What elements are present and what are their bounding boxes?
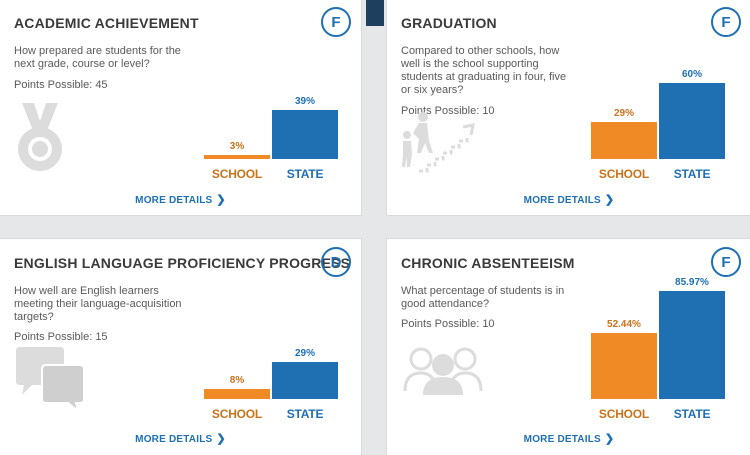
speech-bubbles-icon xyxy=(12,347,88,418)
school-value-label: 52.44% xyxy=(607,319,641,330)
bar-school xyxy=(204,155,270,159)
state-value-label: 29% xyxy=(294,348,315,359)
card-question: Compared to other schools, how well is t… xyxy=(401,45,567,96)
points-possible: Points Possible: 10 xyxy=(401,318,495,330)
graduation-stairs-icon xyxy=(399,107,479,180)
medal-icon xyxy=(14,103,66,178)
more-details-link[interactable]: MORE DETAILS ❯ xyxy=(387,432,750,445)
school-value-label: 8% xyxy=(229,375,245,386)
grade-badge: D xyxy=(321,247,351,277)
school-axis-label: SCHOOL xyxy=(598,407,650,421)
more-details-link[interactable]: MORE DETAILS ❯ xyxy=(0,432,361,445)
bar-chart: 29% 60% SCHOOL STATE xyxy=(591,37,731,187)
more-details-label: MORE DETAILS xyxy=(135,434,213,445)
bar-school xyxy=(591,333,657,399)
more-details-label: MORE DETAILS xyxy=(135,195,213,206)
grade-badge: F xyxy=(321,7,351,37)
school-value-label: 29% xyxy=(613,108,634,119)
state-value-label: 60% xyxy=(681,69,702,80)
card-question: How well are English learners meeting th… xyxy=(14,285,182,323)
chevron-right-icon: ❯ xyxy=(604,433,615,445)
card-chronic-absenteeism: CHRONIC ABSENTEEISM F What percentage of… xyxy=(386,238,750,455)
card-english-language-proficiency: ENGLISH LANGUAGE PROFICIENCY PROGRESS D … xyxy=(0,238,362,455)
more-details-label: MORE DETAILS xyxy=(523,434,601,445)
bar-state xyxy=(272,362,338,399)
points-possible: Points Possible: 45 xyxy=(14,79,108,91)
bar-state xyxy=(272,110,338,159)
chevron-right-icon: ❯ xyxy=(216,433,226,445)
bar-chart: 3% 39% SCHOOL STATE xyxy=(204,37,344,187)
school-axis-label: SCHOOL xyxy=(211,167,263,181)
card-title: CHRONIC ABSENTEEISM xyxy=(401,255,575,271)
state-axis-label: STATE xyxy=(673,167,711,181)
card-academic-achievement: ACADEMIC ACHIEVEMENT F How prepared are … xyxy=(0,0,362,216)
people-group-icon xyxy=(401,345,485,400)
school-value-label: 3% xyxy=(229,141,245,152)
grade-badge: F xyxy=(711,7,741,37)
bar-school xyxy=(204,389,270,399)
bar-chart: 52.44% 85.97% SCHOOL STATE xyxy=(591,277,731,427)
chevron-right-icon: ❯ xyxy=(604,194,615,206)
state-value-label: 39% xyxy=(294,96,315,107)
bar-school xyxy=(591,122,657,159)
points-possible: Points Possible: 15 xyxy=(14,331,108,343)
state-value-label: 85.97% xyxy=(675,277,709,288)
top-tab-marker xyxy=(366,0,384,26)
card-graduation: GRADUATION F Compared to other schools, … xyxy=(386,0,750,216)
card-title: GRADUATION xyxy=(401,15,497,31)
card-question: How prepared are students for the next g… xyxy=(14,45,181,70)
state-axis-label: STATE xyxy=(673,407,711,421)
bar-state xyxy=(659,291,725,399)
school-axis-label: SCHOOL xyxy=(598,167,650,181)
more-details-label: MORE DETAILS xyxy=(523,195,601,206)
school-axis-label: SCHOOL xyxy=(211,407,263,421)
card-title: ENGLISH LANGUAGE PROFICIENCY PROGRESS xyxy=(14,255,351,271)
card-title: ACADEMIC ACHIEVEMENT xyxy=(14,15,199,31)
state-axis-label: STATE xyxy=(286,167,324,181)
bar-state xyxy=(659,83,725,159)
bar-chart: 8% 29% SCHOOL STATE xyxy=(204,277,344,427)
more-details-link[interactable]: MORE DETAILS ❯ xyxy=(387,193,750,206)
card-question: What percentage of students is in good a… xyxy=(401,285,565,310)
grade-badge: F xyxy=(711,247,741,277)
more-details-link[interactable]: MORE DETAILS ❯ xyxy=(0,193,361,206)
state-axis-label: STATE xyxy=(286,407,324,421)
chevron-right-icon: ❯ xyxy=(216,194,226,206)
